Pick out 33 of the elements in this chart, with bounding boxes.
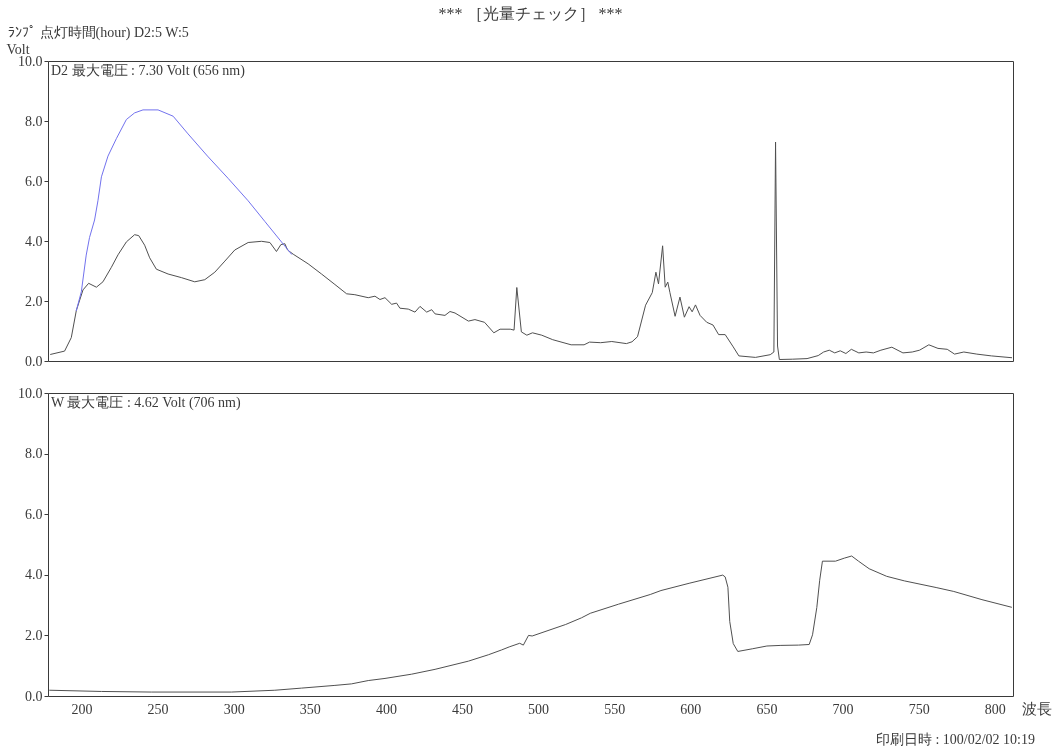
y-tick-label: 4.0: [25, 567, 43, 583]
line-series: [75, 109, 293, 312]
y-tick-label: 0.0: [25, 688, 43, 704]
x-tick-label: 650: [756, 701, 778, 717]
chart-title: *** ［光量チェック］ ***: [438, 5, 623, 22]
y-tick-label: 0.0: [25, 353, 43, 369]
y-tick-label: 2.0: [25, 627, 43, 643]
x-tick-label: 400: [375, 701, 397, 717]
x-tick-label: 600: [680, 701, 702, 717]
annotation: W 最大電圧 : 4.62 Volt (706 nm): [51, 395, 241, 411]
line-series: [50, 141, 1013, 360]
y-tick-label: 8.0: [25, 113, 43, 129]
annotation: D2 最大電圧 : 7.30 Volt (656 nm): [51, 63, 246, 79]
y-tick-label: 4.0: [25, 233, 43, 249]
y-tick-label: 6.0: [25, 506, 43, 522]
x-tick-label: 750: [908, 701, 930, 717]
x-axis-title: 波長: [1021, 700, 1052, 717]
y-tick-label: 2.0: [25, 293, 43, 309]
y-tick-label: 8.0: [25, 446, 43, 462]
x-tick-label: 550: [604, 701, 626, 717]
x-tick-label: 300: [223, 701, 245, 717]
x-tick-label: 250: [147, 701, 169, 717]
x-tick-label: 700: [832, 701, 854, 717]
x-tick-label: 800: [984, 701, 1006, 717]
x-tick-label: 200: [71, 701, 93, 717]
x-tick-label: 350: [299, 701, 321, 717]
line-series: [49, 555, 1012, 693]
y-tick-label: 10.0: [18, 385, 43, 401]
text: 印刷日時 : 100/02/02 10:19: [875, 732, 1035, 747]
text: ﾗﾝﾌﾟ 点灯時間(hour) D2:5 W:5: [8, 25, 189, 41]
x-tick-label: 450: [452, 701, 474, 717]
y-tick-label: 6.0: [25, 173, 43, 189]
x-tick-label: 500: [528, 701, 550, 717]
